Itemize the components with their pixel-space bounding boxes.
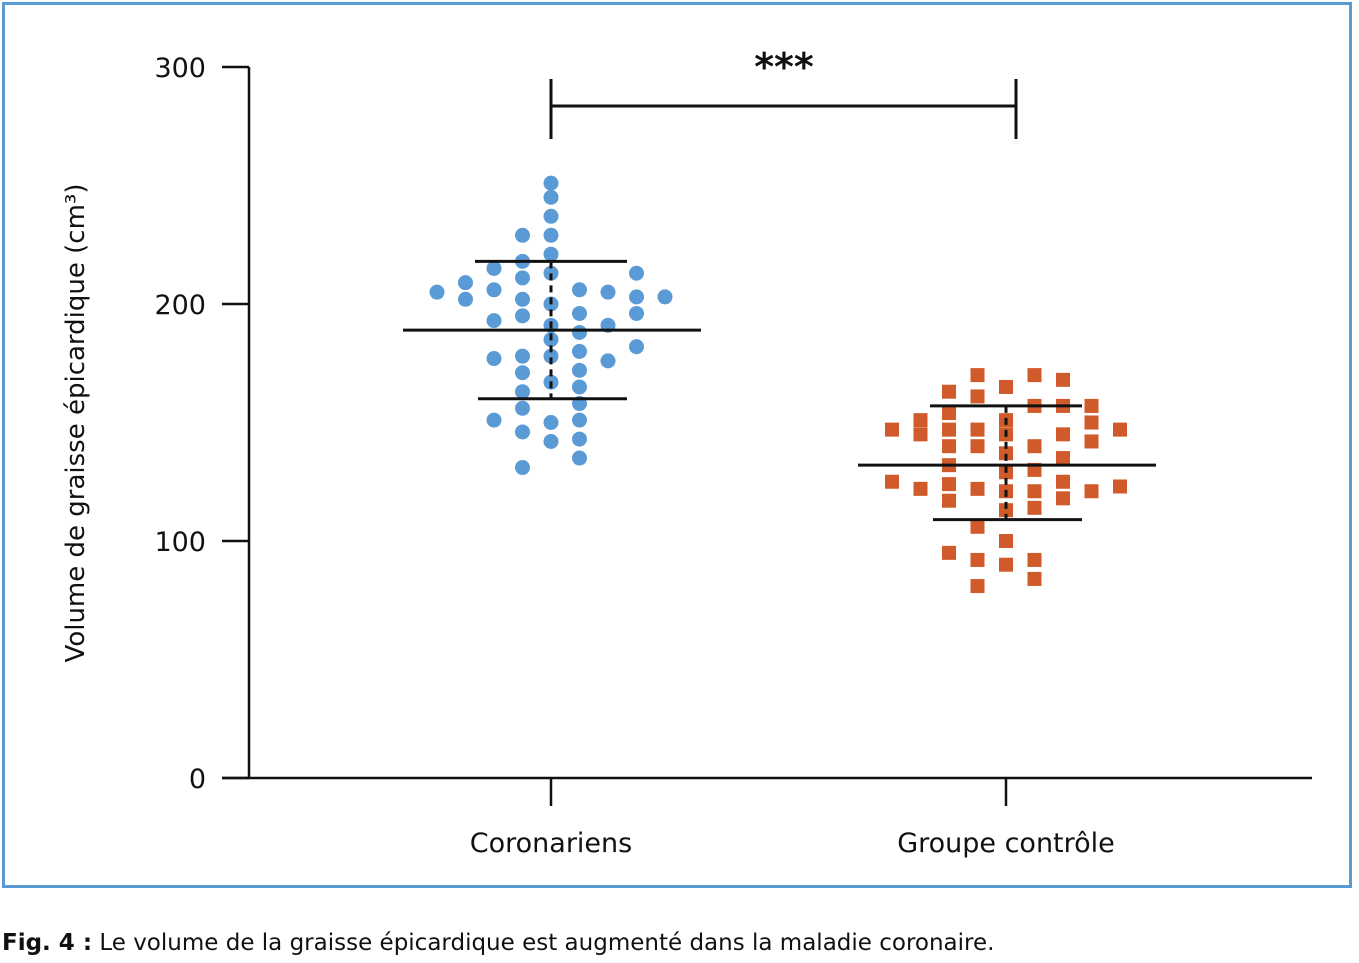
data-point	[572, 324, 587, 340]
data-point	[913, 413, 928, 428]
data-point	[1027, 552, 1042, 567]
data-point	[629, 339, 644, 355]
data-point	[970, 368, 985, 383]
caption-label: Fig. 4 :	[2, 930, 93, 956]
data-point	[572, 379, 587, 395]
data-point	[543, 246, 559, 262]
data-point	[942, 493, 956, 508]
significance-label: ***	[754, 45, 814, 89]
y-tick-label: 200	[154, 290, 206, 321]
data-point	[543, 415, 559, 430]
data-point	[429, 284, 445, 300]
data-point	[970, 552, 985, 567]
data-point	[572, 305, 587, 321]
data-point	[999, 503, 1013, 518]
data-point	[1027, 484, 1042, 499]
data-point	[970, 439, 985, 454]
data-point	[942, 422, 956, 437]
data-point	[486, 260, 502, 276]
data-point	[913, 481, 928, 496]
data-point	[600, 353, 616, 369]
x-tick-label: Coronariens	[470, 828, 632, 859]
data-point	[885, 474, 899, 489]
data-point	[1056, 474, 1070, 489]
y-tick-label: 300	[154, 53, 206, 84]
data-point	[515, 291, 530, 307]
data-point	[970, 422, 985, 437]
figure-caption: Fig. 4 : Le volume de la graisse épicard…	[2, 930, 994, 956]
data-point	[1056, 451, 1070, 466]
data-point	[572, 450, 587, 466]
data-point	[486, 412, 502, 428]
data-point	[885, 422, 899, 437]
data-point	[1056, 372, 1070, 387]
data-point	[515, 384, 530, 400]
data-point	[629, 289, 644, 305]
data-point	[1056, 427, 1070, 442]
data-point	[515, 308, 530, 324]
data-point	[970, 389, 985, 404]
data-point	[572, 412, 587, 428]
data-point	[942, 439, 956, 454]
data-point	[970, 519, 985, 534]
data-point	[515, 365, 530, 381]
data-point	[1027, 439, 1042, 454]
data-point	[543, 227, 559, 243]
data-point	[970, 579, 985, 594]
data-point	[999, 534, 1013, 548]
data-point	[629, 305, 644, 321]
data-point	[1084, 398, 1099, 413]
significance-bracket: ***	[549, 45, 1018, 139]
data-point	[1084, 415, 1099, 430]
data-point	[942, 545, 956, 560]
data-point	[1084, 484, 1099, 499]
data-point	[458, 291, 473, 307]
data-point	[1113, 479, 1127, 494]
data-point	[543, 348, 559, 364]
y-tick-label: 100	[154, 527, 206, 558]
data-point	[572, 431, 587, 447]
data-point	[1056, 491, 1070, 506]
data-point	[600, 284, 616, 300]
y-axis-label: Volume de graisse épicardique (cm³)	[61, 184, 91, 663]
data-point	[1027, 368, 1042, 383]
data-point	[942, 477, 956, 492]
data-point	[486, 282, 502, 298]
data-point	[572, 362, 587, 378]
data-point	[515, 424, 530, 440]
data-point	[629, 265, 644, 281]
chart: Volume de graisse épicardique (cm³) 0 100…	[61, 45, 1312, 859]
data-point	[1027, 571, 1042, 586]
y-tick-label: 0	[189, 764, 206, 795]
data-point	[458, 275, 473, 291]
data-point	[515, 227, 530, 243]
data-point	[572, 282, 587, 298]
data-point	[515, 348, 530, 364]
data-point	[1113, 422, 1127, 437]
data-point	[942, 384, 956, 399]
data-point	[999, 379, 1013, 394]
data-point	[999, 446, 1013, 461]
data-point	[543, 208, 559, 224]
data-point	[942, 406, 956, 421]
data-point	[486, 313, 502, 329]
data-point	[913, 427, 928, 442]
caption-text: Le volume de la graisse épicardique est …	[92, 930, 995, 956]
data-point	[1027, 500, 1042, 515]
data-point	[543, 433, 559, 449]
data-point	[515, 460, 530, 476]
data-point	[515, 270, 530, 286]
figure-frame	[2, 2, 1352, 888]
x-tick-label: Groupe contrôle	[897, 828, 1115, 859]
data-point	[543, 265, 559, 281]
data-point	[970, 481, 985, 496]
data-point	[999, 557, 1013, 572]
data-point	[572, 343, 587, 359]
data-point	[486, 351, 502, 367]
data-point	[543, 189, 559, 205]
data-point	[657, 289, 673, 305]
data-point	[1084, 434, 1099, 449]
data-point	[543, 175, 559, 191]
data-point	[515, 400, 530, 416]
